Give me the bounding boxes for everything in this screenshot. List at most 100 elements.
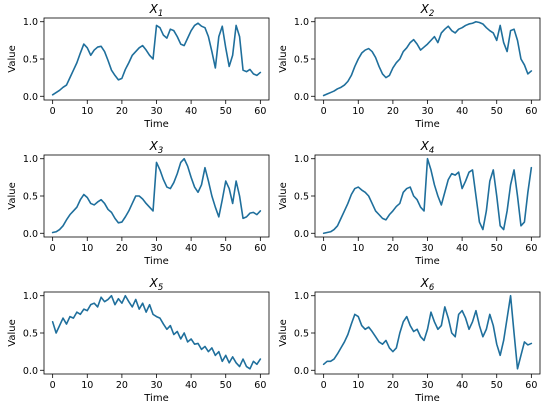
axes-frame — [314, 154, 541, 238]
y-tick-label: 0.5 — [23, 192, 38, 203]
y-tick-label: 0.5 — [23, 329, 38, 340]
series-line — [51, 22, 262, 96]
y-tick-label: 0.0 — [23, 366, 38, 377]
x-tick-label: 30 — [421, 106, 433, 117]
y-tick-label: 1.0 — [294, 154, 309, 165]
subplot-4: X4 0.0 0.5 1.0 0 10 20 30 40 50 60 Time Value — [278, 139, 541, 267]
x-tick-label: 20 — [116, 106, 128, 117]
x-tick-label: 30 — [150, 243, 162, 254]
x-tick-label: 60 — [254, 380, 266, 391]
x-tick-label: 50 — [491, 106, 503, 117]
x-tick-label: 40 — [185, 106, 197, 117]
x-tick-label: 10 — [81, 243, 93, 254]
x-tick-label: 0 — [50, 106, 56, 117]
x-axis-label: Time — [143, 393, 168, 404]
subplot-title: X1 — [149, 2, 164, 19]
x-tick-label: 40 — [456, 380, 468, 391]
x-axis-label: Time — [414, 256, 439, 267]
x-tick-label: 50 — [491, 243, 503, 254]
x-tick-label: 60 — [254, 243, 266, 254]
y-tick-label: 0.0 — [23, 92, 38, 103]
subplot-title: X3 — [149, 139, 164, 156]
x-tick-label: 0 — [50, 380, 56, 391]
x-tick-label: 0 — [321, 243, 327, 254]
x-axis-label: Time — [143, 256, 168, 267]
y-axis-label: Value — [278, 45, 289, 72]
subplot-title: X6 — [420, 276, 435, 293]
axes-frame — [43, 291, 270, 375]
subplot-title: X5 — [149, 276, 164, 293]
subplot-3: X3 0.0 0.5 1.0 0 10 20 30 40 50 60 Time Value — [7, 139, 270, 267]
axes-frame — [314, 17, 541, 101]
y-axis-label: Value — [278, 319, 289, 346]
y-tick-label: 0.0 — [294, 229, 309, 240]
x-tick-label: 40 — [456, 106, 468, 117]
x-tick-label: 50 — [220, 106, 232, 117]
y-tick-label: 1.0 — [23, 291, 38, 302]
subplot-title-subscript: 1 — [158, 9, 163, 19]
subplot-title-subscript: 2 — [429, 9, 434, 19]
series-line — [322, 157, 533, 235]
subplot-1: X1 0.0 0.5 1.0 0 10 20 30 40 50 60 Time Value — [7, 2, 270, 130]
y-tick-label: 0.0 — [294, 366, 309, 377]
x-tick-label: 0 — [321, 106, 327, 117]
x-tick-label: 40 — [185, 243, 197, 254]
x-tick-label: 0 — [321, 380, 327, 391]
y-axis-label: Value — [7, 182, 18, 209]
subplot-title-subscript: 5 — [158, 283, 163, 293]
series-line — [51, 294, 262, 370]
x-tick-label: 10 — [352, 106, 364, 117]
subplot-6: X6 0.0 0.5 1.0 0 10 20 30 40 50 60 Time Value — [278, 276, 541, 404]
subplot-title: X4 — [420, 139, 435, 156]
subplot-title: X2 — [420, 2, 435, 19]
x-tick-label: 50 — [491, 380, 503, 391]
series-line — [322, 294, 533, 370]
y-tick-label: 0.0 — [23, 229, 38, 240]
y-tick-label: 0.5 — [294, 329, 309, 340]
x-tick-label: 20 — [387, 106, 399, 117]
axes-frame — [43, 154, 270, 238]
x-tick-label: 40 — [185, 380, 197, 391]
x-tick-label: 40 — [456, 243, 468, 254]
y-tick-label: 1.0 — [23, 154, 38, 165]
x-tick-label: 50 — [220, 380, 232, 391]
axes-frame — [314, 291, 541, 375]
y-axis-label: Value — [7, 319, 18, 346]
x-tick-label: 30 — [150, 380, 162, 391]
x-tick-label: 10 — [352, 380, 364, 391]
x-tick-label: 60 — [254, 106, 266, 117]
x-tick-label: 30 — [421, 380, 433, 391]
x-tick-label: 60 — [525, 380, 537, 391]
x-tick-label: 0 — [50, 243, 56, 254]
x-tick-label: 20 — [116, 243, 128, 254]
x-tick-label: 30 — [421, 243, 433, 254]
y-tick-label: 1.0 — [294, 291, 309, 302]
series-line — [322, 20, 533, 97]
y-axis-label: Value — [278, 182, 289, 209]
x-tick-label: 10 — [81, 380, 93, 391]
x-tick-label: 20 — [116, 380, 128, 391]
axes-frame — [43, 17, 270, 101]
series-line — [51, 157, 262, 234]
x-tick-label: 10 — [352, 243, 364, 254]
y-tick-label: 0.5 — [294, 192, 309, 203]
subplot-5: X5 0.0 0.5 1.0 0 10 20 30 40 50 60 Time Value — [7, 276, 270, 404]
y-tick-label: 0.0 — [294, 92, 309, 103]
x-axis-label: Time — [414, 119, 439, 130]
x-tick-label: 30 — [150, 106, 162, 117]
subplot-title-subscript: 4 — [429, 146, 434, 156]
y-tick-label: 1.0 — [23, 17, 38, 28]
subplot-title-subscript: 6 — [429, 283, 435, 293]
x-axis-label: Time — [143, 119, 168, 130]
x-tick-label: 20 — [387, 380, 399, 391]
y-tick-label: 0.5 — [294, 55, 309, 66]
y-tick-label: 1.0 — [294, 17, 309, 28]
subplot-title-subscript: 3 — [158, 146, 163, 156]
x-tick-label: 50 — [220, 243, 232, 254]
x-tick-label: 60 — [525, 243, 537, 254]
x-axis-label: Time — [414, 393, 439, 404]
y-axis-label: Value — [7, 45, 18, 72]
x-tick-label: 60 — [525, 106, 537, 117]
subplot-2: X2 0.0 0.5 1.0 0 10 20 30 40 50 60 Time Value — [278, 2, 541, 130]
